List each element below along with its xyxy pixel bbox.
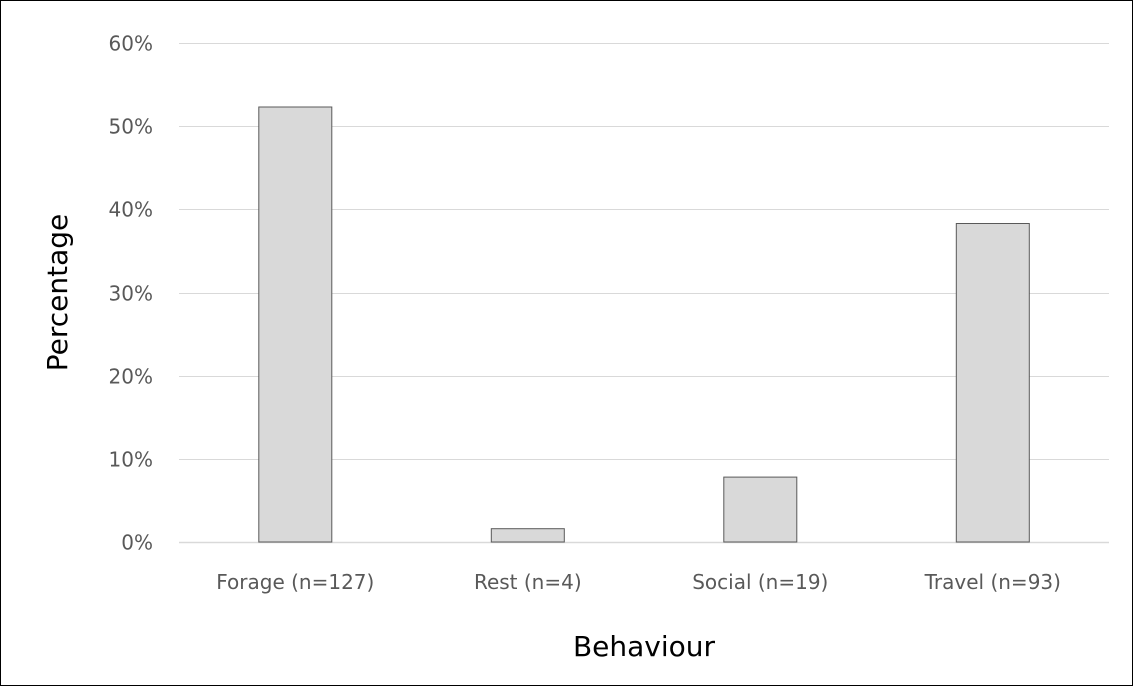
x-tick-label: Rest (n=4) — [474, 570, 582, 594]
x-axis-ticks: Forage (n=127) Rest (n=4) Social (n=19) Tra… — [216, 570, 1061, 594]
y-axis-title: Percentage — [41, 214, 74, 372]
bar — [258, 106, 333, 543]
y-tick-label: 50% — [109, 115, 153, 139]
gridlines — [179, 43, 1109, 544]
y-tick-label: 60% — [109, 32, 153, 56]
x-tick-label: Forage (n=127) — [216, 570, 374, 594]
y-tick-label: 0% — [121, 531, 153, 555]
bar — [955, 223, 1030, 543]
y-axis-ticks: 0% 10% 20% 30% 40% 50% 60% — [109, 32, 153, 555]
y-tick-label: 10% — [109, 448, 153, 472]
y-tick-label: 30% — [109, 282, 153, 306]
y-tick-label: 40% — [109, 198, 153, 222]
bar — [490, 528, 565, 543]
bar — [723, 476, 798, 543]
x-tick-label: Travel (n=93) — [924, 570, 1061, 594]
x-tick-label: Social (n=19) — [692, 570, 828, 594]
y-tick-label: 20% — [109, 365, 153, 389]
x-axis-title: Behaviour — [573, 630, 716, 663]
bars — [258, 106, 1030, 543]
